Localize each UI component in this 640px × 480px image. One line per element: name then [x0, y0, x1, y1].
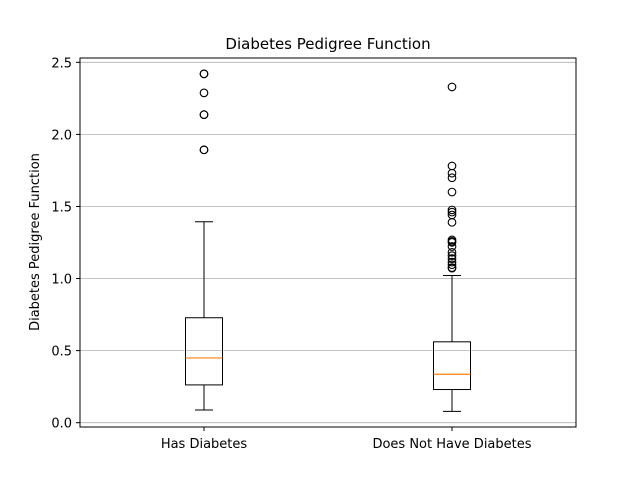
outlier-point [199, 110, 209, 119]
outlier-point [199, 145, 209, 155]
outlier-point [447, 82, 457, 92]
outlier-point [447, 254, 457, 263]
outlier-point [199, 69, 209, 79]
outlier-point [447, 210, 457, 220]
axes-frame [79, 57, 577, 428]
y-tick-label: 2.5 [51, 56, 72, 71]
outlier-point [447, 205, 457, 215]
box [185, 317, 223, 386]
outlier-point [447, 187, 457, 197]
outlier-point [447, 251, 457, 260]
y-tick-label: 1.0 [51, 273, 72, 288]
outlier-point [199, 88, 209, 98]
grid-lines [80, 61, 576, 424]
x-tick-label: Has Diabetes [161, 437, 248, 452]
box-group [185, 69, 223, 411]
outlier-point [447, 173, 457, 183]
outlier-point [447, 257, 457, 267]
y-tick-label: 0.5 [51, 345, 72, 360]
y-tick-label: 0.0 [51, 417, 72, 432]
outlier-point [447, 207, 457, 217]
outlier-point [447, 260, 457, 270]
box-group [433, 82, 471, 412]
box [433, 341, 471, 391]
outlier-point [447, 242, 457, 251]
outlier-point [447, 263, 457, 272]
y-tick-label: 1.5 [51, 200, 72, 215]
y-axis: 0.0 0.5 1.0 1.5 2.0 2.5 [51, 56, 80, 432]
outlier-point [447, 235, 457, 245]
x-tick-label: Does Not Have Diabetes [372, 437, 531, 452]
box-plots [185, 69, 471, 412]
chart-title: Diabetes Pedigree Function [225, 35, 430, 53]
x-axis: Has Diabetes Does Not Have Diabetes [161, 427, 532, 452]
y-axis-label: Diabetes Pedigree Function [28, 153, 43, 331]
outlier-point [447, 247, 457, 257]
y-tick-label: 2.0 [51, 128, 72, 143]
outlier-point [447, 161, 457, 171]
